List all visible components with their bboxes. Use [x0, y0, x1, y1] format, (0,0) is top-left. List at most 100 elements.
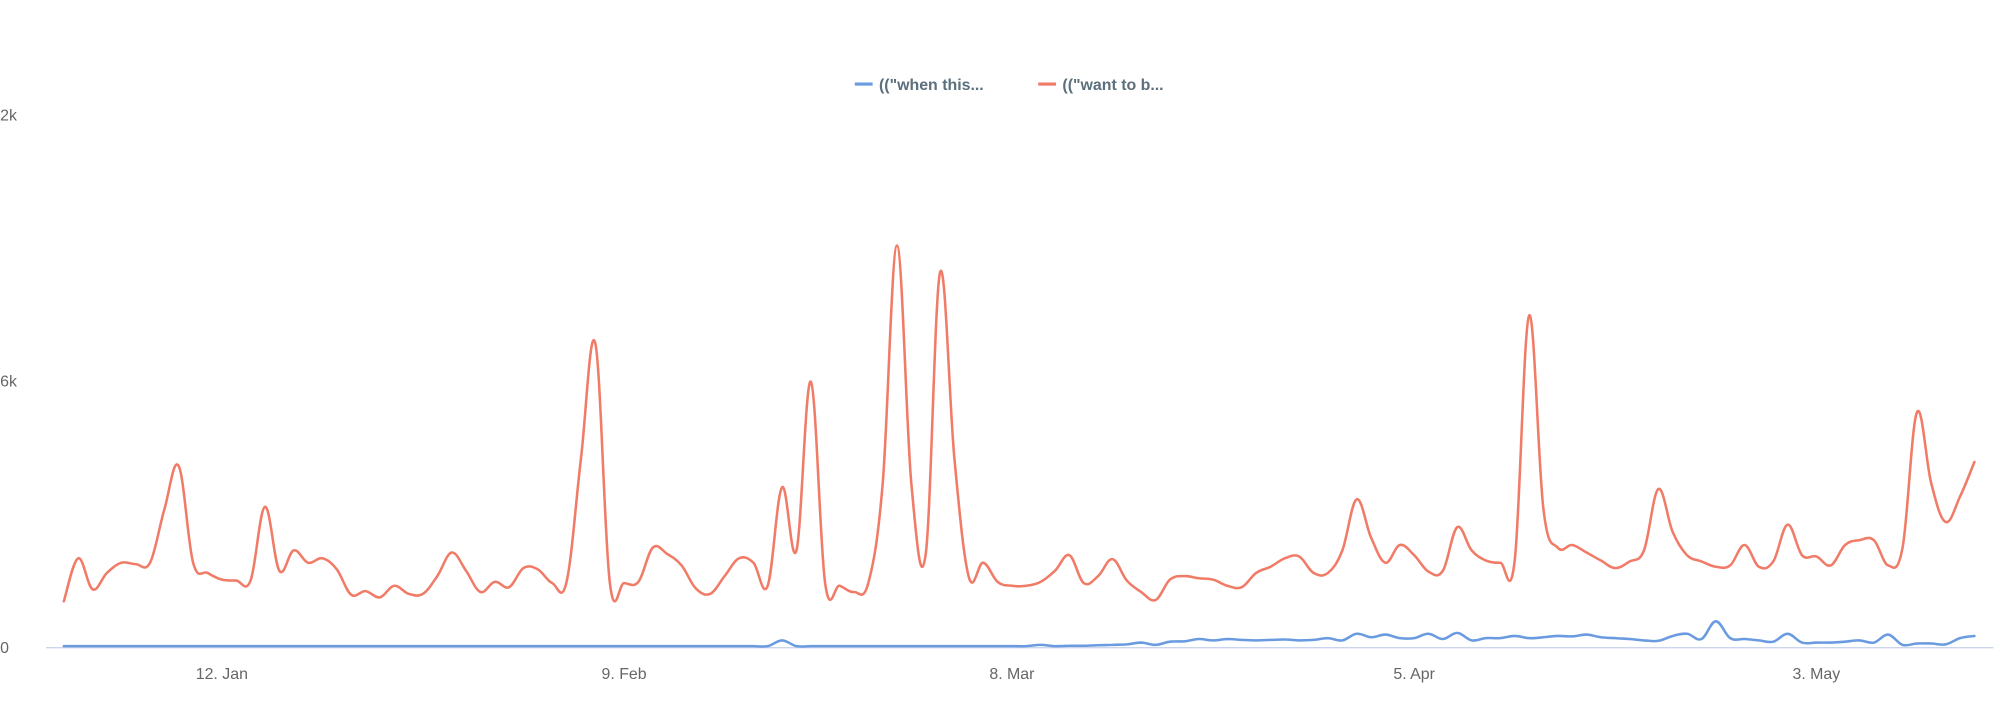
data-point[interactable]: [1495, 633, 1505, 643]
data-point[interactable]: [1208, 575, 1218, 585]
data-point[interactable]: [662, 549, 672, 559]
data-point[interactable]: [1567, 631, 1577, 641]
data-point[interactable]: [59, 641, 69, 651]
data-point[interactable]: [1165, 575, 1175, 585]
data-point[interactable]: [303, 558, 313, 568]
data-point[interactable]: [820, 641, 830, 651]
data-point[interactable]: [1682, 629, 1692, 639]
data-point[interactable]: [1754, 562, 1764, 572]
data-point[interactable]: [145, 558, 155, 568]
data-point[interactable]: [1007, 581, 1017, 591]
data-point[interactable]: [748, 641, 758, 651]
data-point[interactable]: [734, 553, 744, 563]
data-point[interactable]: [1567, 540, 1577, 550]
data-point[interactable]: [1783, 629, 1793, 639]
data-point[interactable]: [1323, 568, 1333, 578]
data-point[interactable]: [1064, 641, 1074, 651]
data-point[interactable]: [1553, 543, 1563, 553]
data-point[interactable]: [791, 641, 801, 651]
data-point[interactable]: [1122, 575, 1132, 585]
data-point[interactable]: [88, 641, 98, 651]
data-point[interactable]: [1452, 628, 1462, 638]
data-point[interactable]: [763, 641, 773, 651]
data-point[interactable]: [705, 641, 715, 651]
data-point[interactable]: [921, 641, 931, 651]
data-point[interactable]: [1409, 633, 1419, 643]
data-point[interactable]: [1768, 637, 1778, 647]
data-point[interactable]: [1179, 571, 1189, 581]
data-point[interactable]: [1653, 636, 1663, 646]
data-point[interactable]: [447, 547, 457, 557]
data-point[interactable]: [777, 635, 787, 645]
data-point[interactable]: [590, 338, 600, 348]
data-point[interactable]: [561, 577, 571, 587]
legend-item-series-2[interactable]: (("want to b...: [1038, 77, 1164, 94]
data-point[interactable]: [260, 641, 270, 651]
data-point[interactable]: [547, 578, 557, 588]
data-point[interactable]: [648, 641, 658, 651]
data-point[interactable]: [504, 582, 514, 592]
data-point[interactable]: [1179, 636, 1189, 646]
data-point[interactable]: [1969, 631, 1979, 641]
series-line-2[interactable]: [62, 244, 1976, 603]
data-point[interactable]: [992, 577, 1002, 587]
data-point[interactable]: [619, 641, 629, 651]
data-point[interactable]: [289, 641, 299, 651]
data-point[interactable]: [1007, 641, 1017, 651]
data-point[interactable]: [691, 583, 701, 593]
data-point[interactable]: [561, 641, 571, 651]
data-point[interactable]: [274, 641, 284, 651]
data-point[interactable]: [73, 641, 83, 651]
data-point[interactable]: [1696, 556, 1706, 566]
data-point[interactable]: [892, 240, 902, 250]
data-point[interactable]: [992, 641, 1002, 651]
data-point[interactable]: [116, 558, 126, 568]
data-point[interactable]: [1150, 640, 1160, 650]
data-point[interactable]: [231, 641, 241, 651]
data-point[interactable]: [159, 641, 169, 651]
data-point[interactable]: [145, 641, 155, 651]
data-point[interactable]: [202, 641, 212, 651]
data-point[interactable]: [1395, 633, 1405, 643]
data-point[interactable]: [1783, 520, 1793, 530]
data-point[interactable]: [619, 578, 629, 588]
data-point[interactable]: [1423, 629, 1433, 639]
data-point[interactable]: [1280, 634, 1290, 644]
data-point[interactable]: [332, 641, 342, 651]
data-point[interactable]: [102, 641, 112, 651]
data-point[interactable]: [705, 589, 715, 599]
data-point[interactable]: [174, 641, 184, 651]
data-point[interactable]: [1481, 555, 1491, 565]
data-point[interactable]: [332, 564, 342, 574]
data-point[interactable]: [1538, 504, 1548, 514]
data-point[interactable]: [906, 641, 916, 651]
data-point[interactable]: [504, 641, 514, 651]
data-point[interactable]: [1438, 634, 1448, 644]
data-point[interactable]: [1150, 595, 1160, 605]
data-point[interactable]: [1610, 633, 1620, 643]
data-point[interactable]: [1739, 634, 1749, 644]
data-point[interactable]: [1050, 641, 1060, 651]
data-point[interactable]: [1366, 632, 1376, 642]
data-point[interactable]: [533, 641, 543, 651]
data-point[interactable]: [1797, 550, 1807, 560]
data-point[interactable]: [676, 560, 686, 570]
data-point[interactable]: [605, 577, 615, 587]
data-point[interactable]: [676, 641, 686, 651]
data-point[interactable]: [605, 641, 615, 651]
data-point[interactable]: [1079, 578, 1089, 588]
series-line-1[interactable]: [62, 620, 1976, 648]
data-point[interactable]: [1380, 558, 1390, 568]
data-point[interactable]: [1596, 555, 1606, 565]
data-point[interactable]: [116, 641, 126, 651]
data-point[interactable]: [1050, 566, 1060, 576]
data-point[interactable]: [1093, 640, 1103, 650]
data-point[interactable]: [576, 641, 586, 651]
data-point[interactable]: [518, 563, 528, 573]
data-point[interactable]: [1366, 532, 1376, 542]
data-point[interactable]: [748, 558, 758, 568]
data-point[interactable]: [202, 568, 212, 578]
data-point[interactable]: [1711, 616, 1721, 626]
data-point[interactable]: [217, 575, 227, 585]
data-point[interactable]: [1926, 638, 1936, 648]
